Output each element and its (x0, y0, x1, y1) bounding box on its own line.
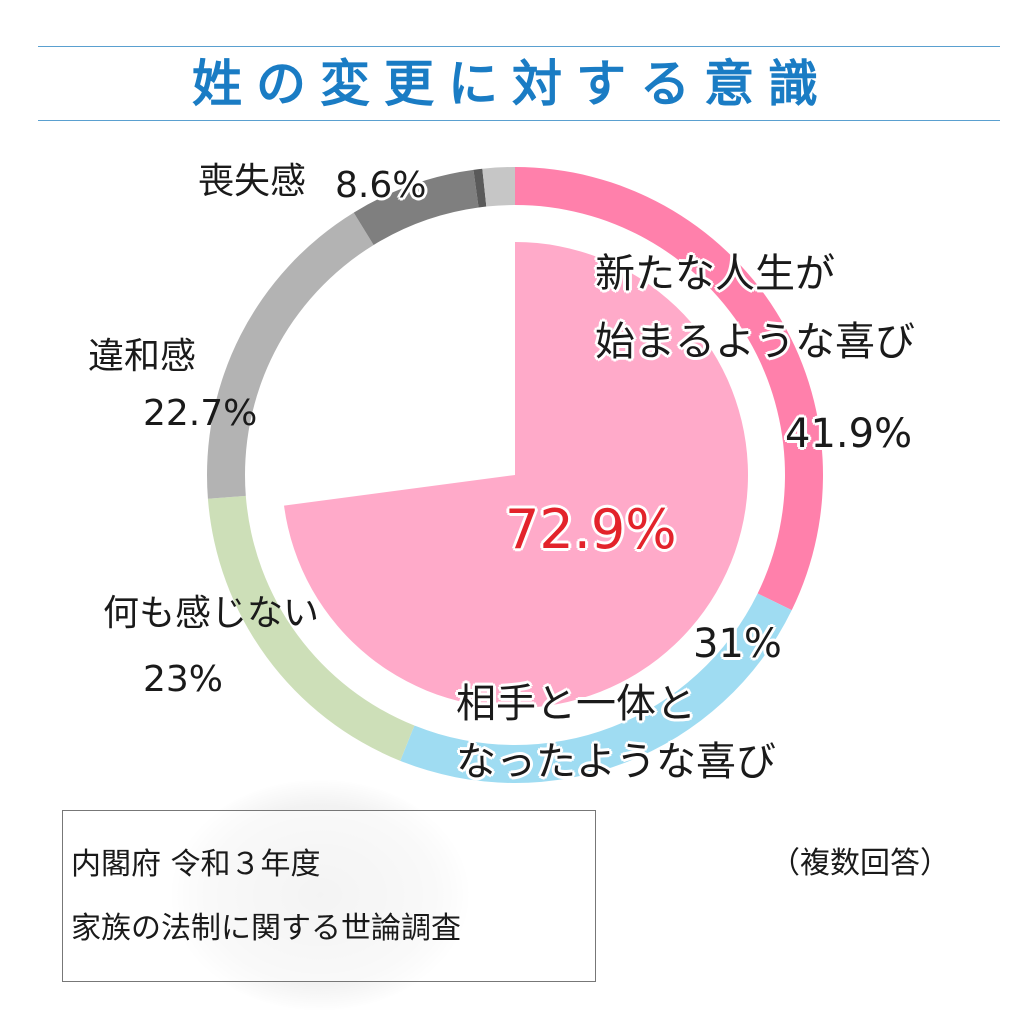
inner-slice-joy-total (284, 242, 748, 708)
ring-segment-3 (206, 212, 374, 499)
source-line1: 内閣府 令和３年度 (71, 847, 321, 882)
label-nothing-name: 何も感じない (103, 593, 320, 634)
label-loss-value: 8.6% (335, 165, 427, 206)
label-joy-union-line1: 相手と一体と (456, 681, 696, 727)
title-rule-bottom (38, 120, 1000, 121)
label-discomfort-name: 違和感 (88, 336, 197, 377)
label-joy-new-value: 41.9% (785, 411, 913, 457)
ring-segment-6 (482, 167, 515, 207)
ring-segment-0 (515, 167, 824, 611)
ring-segment-1 (400, 593, 792, 783)
source-line2: 家族の法制に関する世論調査 (71, 911, 461, 946)
inner-value-label: 72.9% (505, 498, 677, 561)
label-joy-new-line1: 新たな人生が (595, 251, 835, 297)
source-box: 内閣府 令和３年度 家族の法制に関する世論調査 (62, 810, 596, 982)
label-joy-union-value: 31% (693, 621, 782, 667)
label-joy-union-line2: なったような喜び (456, 739, 776, 785)
multiple-answer-note: （複数回答） (770, 846, 950, 881)
ring-segment-4 (353, 169, 479, 245)
chart-title: 姓の変更に対する意識 (192, 55, 832, 113)
ring-segment-2 (207, 495, 415, 761)
ring-chart (206, 167, 824, 783)
label-joy-new-line2: 始まるような喜び (595, 319, 915, 365)
label-nothing-value: 23% (143, 659, 224, 700)
ring-segment-5 (473, 168, 487, 208)
label-loss-name: 喪失感 (198, 161, 307, 202)
title-rule-top (38, 46, 1000, 47)
label-discomfort-value: 22.7% (143, 393, 258, 434)
